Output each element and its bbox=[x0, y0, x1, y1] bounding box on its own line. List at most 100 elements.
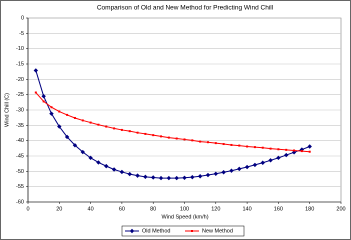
x-tick-label: 100 bbox=[180, 206, 189, 212]
marker bbox=[299, 147, 305, 152]
marker bbox=[127, 171, 132, 177]
x-tick-label: 180 bbox=[305, 206, 314, 212]
marker bbox=[206, 141, 209, 144]
marker bbox=[34, 91, 37, 94]
y-tick-label: -45 bbox=[16, 153, 24, 159]
marker bbox=[89, 121, 92, 124]
legend-marker bbox=[191, 230, 193, 232]
marker bbox=[151, 175, 156, 180]
marker bbox=[230, 143, 233, 146]
marker bbox=[199, 140, 202, 143]
y-tick-label: -55 bbox=[16, 184, 24, 190]
chart-title: Comparison of Old and New Method for Pre… bbox=[97, 5, 274, 12]
y-tick-label: -10 bbox=[16, 46, 24, 52]
marker bbox=[144, 132, 147, 135]
marker bbox=[166, 175, 172, 181]
marker bbox=[268, 158, 273, 163]
marker bbox=[41, 94, 46, 99]
marker bbox=[307, 144, 312, 149]
marker bbox=[221, 170, 226, 175]
marker bbox=[128, 130, 131, 133]
marker bbox=[143, 174, 148, 180]
marker bbox=[49, 111, 54, 116]
series-line bbox=[35, 92, 310, 153]
y-tick-label: -30 bbox=[16, 107, 24, 113]
marker bbox=[88, 155, 93, 161]
y-tick-label: -20 bbox=[16, 77, 24, 83]
x-axis-title: Wind Speed (km/h) bbox=[161, 214, 208, 220]
marker bbox=[152, 134, 155, 137]
marker bbox=[160, 135, 163, 138]
marker bbox=[42, 100, 45, 103]
marker bbox=[252, 162, 258, 168]
marker bbox=[72, 143, 78, 148]
y-tick-label: -35 bbox=[16, 123, 24, 129]
marker bbox=[213, 171, 218, 176]
marker bbox=[105, 125, 108, 128]
marker bbox=[183, 138, 186, 141]
marker bbox=[205, 172, 211, 178]
legend: Old Method New Method bbox=[121, 225, 245, 237]
marker bbox=[81, 119, 84, 122]
marker bbox=[158, 175, 164, 181]
marker bbox=[113, 127, 116, 130]
y-tick-label: -25 bbox=[16, 92, 24, 98]
y-tick-label: -5 bbox=[19, 31, 24, 37]
marker bbox=[167, 136, 170, 139]
marker bbox=[277, 148, 280, 151]
y-tick-label: -40 bbox=[16, 138, 24, 144]
marker bbox=[291, 150, 297, 155]
legend-marker bbox=[129, 228, 135, 234]
marker bbox=[238, 144, 241, 147]
legend-label: Old Method bbox=[142, 228, 170, 234]
marker bbox=[80, 149, 85, 155]
x-tick-label: 140 bbox=[243, 206, 252, 212]
marker bbox=[57, 124, 62, 129]
marker bbox=[237, 166, 242, 172]
y-tick-label: -60 bbox=[16, 199, 24, 205]
marker bbox=[96, 160, 101, 165]
x-tick-label: 20 bbox=[56, 206, 62, 212]
marker bbox=[285, 148, 288, 151]
marker bbox=[97, 123, 100, 126]
marker bbox=[246, 145, 249, 148]
marker bbox=[120, 128, 123, 131]
x-tick-label: 120 bbox=[211, 206, 220, 212]
marker bbox=[284, 152, 289, 158]
marker bbox=[66, 113, 69, 116]
marker bbox=[253, 146, 256, 149]
marker bbox=[300, 150, 303, 153]
marker bbox=[197, 174, 203, 179]
marker bbox=[73, 116, 76, 119]
marker bbox=[191, 139, 194, 142]
marker bbox=[293, 149, 296, 152]
marker bbox=[182, 175, 187, 180]
legend-label: New Method bbox=[202, 228, 233, 234]
x-tick-label: 200 bbox=[336, 206, 345, 212]
marker bbox=[174, 175, 179, 181]
x-tick-label: 60 bbox=[119, 206, 125, 212]
marker bbox=[276, 155, 281, 161]
marker bbox=[119, 169, 125, 175]
x-tick-label: 80 bbox=[150, 206, 156, 212]
marker bbox=[111, 167, 117, 172]
x-tick-label: 0 bbox=[26, 206, 29, 212]
marker bbox=[269, 147, 272, 150]
marker bbox=[136, 131, 139, 134]
marker bbox=[58, 110, 61, 113]
marker bbox=[229, 168, 234, 173]
marker bbox=[261, 146, 264, 149]
y-tick-label: -15 bbox=[16, 61, 24, 67]
y-tick-label: 0 bbox=[21, 15, 24, 21]
marker bbox=[50, 106, 53, 109]
x-tick-label: 40 bbox=[88, 206, 94, 212]
marker bbox=[175, 137, 178, 140]
x-tick-label: 160 bbox=[274, 206, 283, 212]
y-tick-label: -50 bbox=[16, 169, 24, 175]
marker bbox=[104, 163, 109, 169]
marker bbox=[33, 68, 39, 73]
marker bbox=[214, 142, 217, 145]
marker bbox=[244, 164, 250, 170]
marker bbox=[222, 143, 225, 146]
